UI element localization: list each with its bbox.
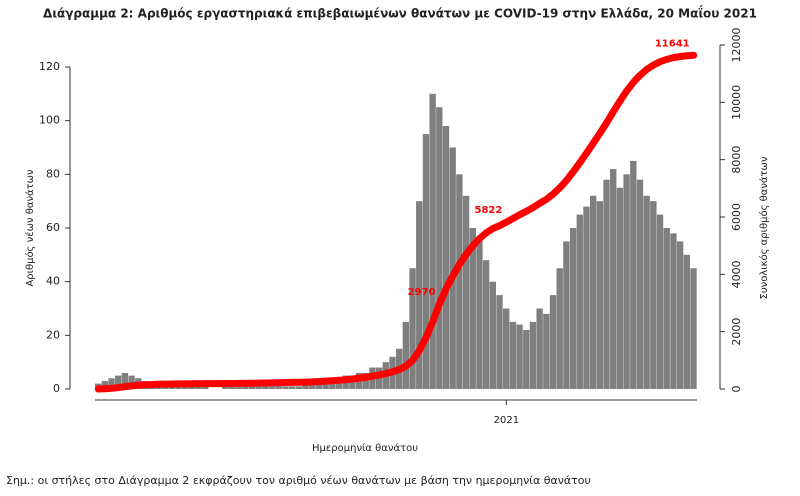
bar xyxy=(362,372,369,389)
bar xyxy=(202,386,209,389)
y-tick-label: 40 xyxy=(46,275,60,288)
bar xyxy=(409,268,416,389)
bar xyxy=(516,324,523,389)
bar xyxy=(295,386,303,389)
bar xyxy=(549,295,557,389)
y-tick-label: 20 xyxy=(46,328,60,341)
bar xyxy=(676,241,684,389)
y-tick-label: 100 xyxy=(39,114,60,127)
y-tick-label: 80 xyxy=(46,167,60,180)
bar xyxy=(235,386,242,389)
bar xyxy=(309,383,316,389)
bar xyxy=(115,375,122,389)
bar xyxy=(302,383,309,389)
bar xyxy=(583,206,590,389)
value-label: 5822 xyxy=(475,205,503,216)
y2-tick-label: 6000 xyxy=(730,203,743,231)
bar xyxy=(556,268,563,389)
bar xyxy=(663,228,670,389)
bar xyxy=(436,107,443,389)
bar xyxy=(489,281,496,389)
bar xyxy=(161,386,169,389)
bar xyxy=(322,380,329,389)
bar xyxy=(416,201,423,389)
bar xyxy=(262,386,269,389)
bar xyxy=(596,201,604,389)
bar xyxy=(188,386,195,389)
bar xyxy=(282,386,289,389)
bar xyxy=(456,174,463,389)
bar xyxy=(248,386,256,389)
y2-tick-label: 10000 xyxy=(730,85,743,120)
bar xyxy=(610,168,617,389)
cumulative-line xyxy=(94,51,698,393)
bar xyxy=(242,386,249,389)
bar xyxy=(509,321,517,389)
bar xyxy=(121,372,129,389)
bar xyxy=(690,268,697,389)
bar xyxy=(529,321,537,389)
bar xyxy=(181,386,189,389)
y2-tick-label: 2000 xyxy=(730,318,743,346)
bar xyxy=(449,147,456,389)
value-label: 2970 xyxy=(408,287,436,298)
x-axis-label: Ημερομηνία θανάτου xyxy=(312,442,418,454)
bar xyxy=(623,174,630,389)
bar xyxy=(288,386,296,389)
bar xyxy=(576,214,583,389)
bar xyxy=(563,241,570,389)
bar xyxy=(462,195,470,389)
bar xyxy=(476,241,483,389)
bar xyxy=(101,380,109,389)
y-axis-label: Αριθμός νέων θανάτων xyxy=(24,169,36,287)
bar xyxy=(569,228,577,389)
bar xyxy=(482,260,490,389)
bar xyxy=(128,375,135,389)
bar xyxy=(402,321,410,389)
bar xyxy=(175,386,182,389)
bar xyxy=(268,386,276,389)
bar xyxy=(603,179,610,389)
bar xyxy=(630,160,637,389)
y2-tick-label: 8000 xyxy=(730,146,743,174)
bar xyxy=(228,386,236,389)
bar xyxy=(255,386,262,389)
bar xyxy=(636,179,644,389)
y-tick-label: 120 xyxy=(39,60,60,73)
bar xyxy=(496,295,503,389)
bar xyxy=(422,134,430,389)
bar xyxy=(195,386,202,389)
bar xyxy=(536,308,543,389)
bar xyxy=(670,233,677,389)
bar xyxy=(523,329,530,389)
bar xyxy=(469,228,476,389)
y-tick-label: 60 xyxy=(46,221,60,234)
y2-tick-label: 12000 xyxy=(730,28,743,63)
bar xyxy=(656,214,664,389)
bar xyxy=(616,187,624,389)
bar xyxy=(442,126,450,390)
bar xyxy=(643,195,650,389)
bar xyxy=(222,386,229,389)
bar xyxy=(108,378,115,389)
bar xyxy=(503,308,510,389)
y2-tick-label: 4000 xyxy=(730,260,743,288)
note: Σημ.: οι στήλες στο Διάγραμμα 2 εκφράζου… xyxy=(6,474,591,487)
chart-title: Διάγραμμα 2: Αριθμός εργαστηριακά επιβεβ… xyxy=(43,5,757,21)
bar xyxy=(275,386,282,389)
bar xyxy=(683,254,690,389)
x-tick-label: 2021 xyxy=(494,415,519,426)
y2-tick-label: 0 xyxy=(730,386,743,393)
value-label: 11641 xyxy=(655,38,690,49)
bar xyxy=(429,93,436,389)
bar xyxy=(589,195,597,389)
y-tick-label: 0 xyxy=(53,382,60,395)
bar xyxy=(543,313,550,389)
y2-axis-label: Συνολικός αριθμός θανάτων xyxy=(758,156,770,299)
bar xyxy=(650,201,657,389)
bar xyxy=(168,386,175,389)
